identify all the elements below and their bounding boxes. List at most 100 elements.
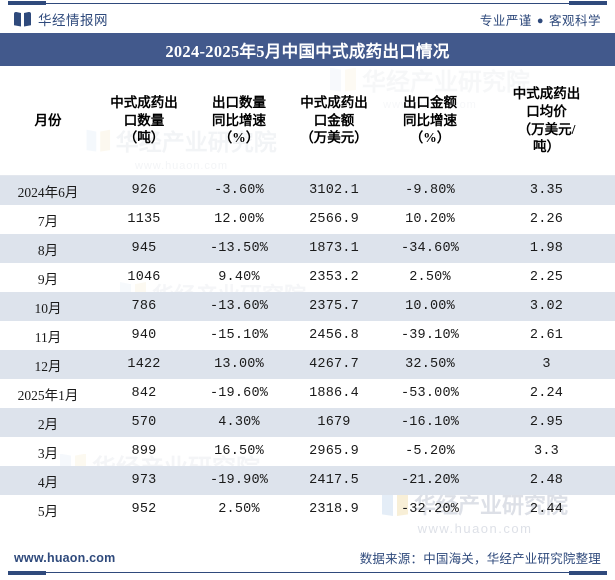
- cell-qty: 786: [96, 292, 192, 321]
- cell-price: 3.35: [478, 175, 615, 205]
- column-header-line: 中式成药出: [300, 95, 368, 111]
- top-divider: [8, 3, 607, 4]
- table-row: 2024年6月 926 -3.60% 3102.1 -9.80% 3.35: [0, 175, 615, 205]
- cell-amt_yoy: -53.00%: [400, 386, 460, 401]
- cell-amt: 2375.7: [286, 292, 382, 321]
- cell-month: 9月: [37, 271, 59, 287]
- cell-amt: 2417.5: [286, 466, 382, 495]
- brand-name: 华经情报网: [38, 13, 108, 28]
- book-logo-icon: [14, 11, 31, 27]
- column-header-5: 中式成药出 口均价 （万美元/吨）: [478, 66, 615, 176]
- cell-amt_yoy: -21.20%: [382, 466, 478, 495]
- column-header-line: 出口数量: [212, 95, 266, 111]
- table-row: 4月 973 -19.90% 2417.5 -21.20% 2.48: [0, 466, 615, 495]
- cell-qty_yoy: -13.60%: [192, 292, 286, 321]
- cell-qty_yoy: 12.00%: [214, 212, 264, 227]
- footer-data-source: 数据来源：中国海关，华经产业研究院整理: [359, 552, 601, 566]
- cell-month: 2025年1月: [17, 387, 79, 403]
- cell-price: 2.44: [529, 502, 564, 517]
- top-divider-right-cap: [569, 1, 607, 5]
- column-header-line: 中式成药出: [512, 86, 581, 102]
- cell-amt: 2353.2: [309, 270, 359, 285]
- cell-price: 3: [478, 350, 615, 379]
- column-header-line: （吨）: [123, 130, 165, 146]
- bottom-divider-right-cap: [569, 571, 607, 575]
- cell-price: 3.02: [478, 292, 615, 321]
- page-title: 2024-2025年5月中国中式成药出口情况: [165, 41, 450, 61]
- cell-qty_yoy: 16.50%: [214, 444, 264, 459]
- footer-website-link[interactable]: www.huaon.com: [14, 550, 116, 565]
- cell-amt_yoy: -5.20%: [405, 444, 455, 459]
- cell-price: 3.3: [534, 444, 559, 459]
- cell-qty_yoy: 4.30%: [192, 408, 286, 437]
- table-row: 3月 899 16.50% 2965.9 -5.20% 3.3: [0, 437, 615, 466]
- cell-price: 2.48: [478, 466, 615, 495]
- cell-month: 7月: [37, 213, 59, 229]
- cell-qty: 842: [131, 386, 157, 401]
- cell-month: 10月: [0, 292, 96, 321]
- cell-qty_yoy: -19.90%: [192, 466, 286, 495]
- column-header-line: 口数量: [123, 112, 165, 128]
- cell-amt: 2318.9: [309, 502, 359, 517]
- cell-month: 3月: [37, 445, 59, 461]
- column-header-2: 出口数量 同比增速 （%）: [192, 66, 286, 176]
- cell-qty_yoy: -19.60%: [209, 386, 269, 401]
- cell-price: 2.24: [529, 386, 564, 401]
- title-band: 2024-2025年5月中国中式成药出口情况: [0, 33, 615, 66]
- cell-amt_yoy: -34.60%: [382, 234, 478, 263]
- cell-qty: 570: [96, 408, 192, 437]
- column-header-line: （%）: [409, 130, 451, 146]
- table-row: 7月 1135 12.00% 2566.9 10.20% 2.26: [0, 205, 615, 234]
- cell-qty: 1046: [127, 270, 161, 285]
- column-header-4: 出口金额 同比增速 （%）: [382, 66, 478, 176]
- cell-month: 8月: [0, 234, 96, 263]
- cell-qty_yoy: -15.10%: [209, 328, 269, 343]
- column-header-1: 中式成药出 口数量 （吨）: [96, 66, 192, 176]
- cell-amt_yoy: 32.50%: [382, 350, 478, 379]
- column-header-line: （%）: [218, 130, 260, 146]
- brand-group: 华经情报网: [14, 9, 108, 29]
- table-header-row: 月份 中式成药出 口数量 （吨） 出口数量 同比增速 （%） 中式成药出 口金额 （万美元） 出口金…: [0, 66, 615, 176]
- cell-amt_yoy: 10.20%: [405, 212, 455, 227]
- cell-amt_yoy: -32.20%: [400, 502, 460, 517]
- brand-bar: 华经情报网 专业严谨 ● 客观科学: [0, 6, 615, 32]
- table-body: 2024年6月 926 -3.60% 3102.1 -9.80% 3.35 7月 1135 12…: [0, 175, 615, 525]
- cell-month: 11月: [34, 329, 62, 345]
- brand-tagline: 专业严谨 ● 客观科学: [480, 10, 601, 29]
- cell-qty_yoy: 2.50%: [218, 502, 260, 517]
- column-header-line: 同比增速: [403, 112, 457, 128]
- bottom-divider: [8, 572, 607, 573]
- tagline-dot-icon: ●: [536, 15, 544, 28]
- table-row: 5月 952 2.50% 2318.9 -32.20% 2.44: [0, 495, 615, 524]
- cell-amt: 1886.4: [309, 386, 359, 401]
- cell-qty_yoy: -13.50%: [192, 234, 286, 263]
- cell-qty: 940: [131, 328, 157, 343]
- cell-qty: 973: [96, 466, 192, 495]
- cell-qty_yoy: 13.00%: [192, 350, 286, 379]
- top-divider-left-cap: [8, 1, 46, 5]
- table-header: 月份 中式成药出 口数量 （吨） 出口数量 同比增速 （%） 中式成药出 口金额 （万美元） 出口金…: [0, 66, 615, 176]
- cell-price: 2.26: [529, 212, 564, 227]
- column-header-0: 月份: [0, 66, 96, 176]
- cell-amt: 3102.1: [286, 175, 382, 205]
- cell-amt: 2456.8: [309, 328, 359, 343]
- column-header-line: 吨）: [533, 139, 560, 155]
- cell-qty_yoy: -3.60%: [192, 175, 286, 205]
- cell-price: 2.25: [529, 270, 564, 285]
- cell-amt_yoy: -16.10%: [382, 408, 478, 437]
- cell-price: 2.61: [529, 328, 564, 343]
- cell-amt: 2566.9: [309, 212, 359, 227]
- cell-amt_yoy: 2.50%: [409, 270, 451, 285]
- data-table-container: 月份 中式成药出 口数量 （吨） 出口数量 同比增速 （%） 中式成药出 口金额 （万美元） 出口金…: [0, 66, 615, 524]
- table-row: 12月 1422 13.00% 4267.7 32.50% 3: [0, 350, 615, 379]
- page-footer: www.huaon.com 数据来源：中国海关，华经产业研究院整理: [0, 542, 615, 580]
- cell-amt: 4267.7: [286, 350, 382, 379]
- table-row: 2月 570 4.30% 1679 -16.10% 2.95: [0, 408, 615, 437]
- cell-amt_yoy: 10.00%: [382, 292, 478, 321]
- cell-qty: 945: [96, 234, 192, 263]
- cell-amt_yoy: -39.10%: [400, 328, 460, 343]
- bottom-divider-left-cap: [8, 571, 46, 575]
- tagline-left: 专业严谨: [479, 13, 532, 28]
- table-row: 9月 1046 9.40% 2353.2 2.50% 2.25: [0, 263, 615, 292]
